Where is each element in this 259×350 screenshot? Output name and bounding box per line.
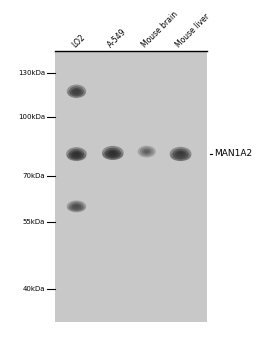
Ellipse shape [144, 150, 149, 153]
Ellipse shape [103, 150, 123, 160]
Text: MAN1A2: MAN1A2 [214, 149, 253, 159]
Ellipse shape [69, 149, 84, 159]
Ellipse shape [110, 151, 116, 155]
Ellipse shape [67, 89, 85, 97]
Text: 130kDa: 130kDa [18, 70, 45, 76]
Ellipse shape [69, 153, 84, 160]
Ellipse shape [74, 205, 79, 208]
Ellipse shape [69, 202, 84, 211]
Ellipse shape [66, 147, 87, 161]
Text: 55kDa: 55kDa [23, 219, 45, 225]
Ellipse shape [70, 205, 83, 211]
Ellipse shape [70, 90, 83, 96]
Ellipse shape [67, 205, 85, 211]
Ellipse shape [72, 203, 81, 209]
Ellipse shape [170, 152, 191, 161]
Ellipse shape [107, 149, 118, 156]
Ellipse shape [67, 85, 86, 98]
Ellipse shape [110, 154, 116, 156]
Ellipse shape [177, 155, 184, 158]
Ellipse shape [172, 149, 189, 159]
Text: A-549: A-549 [106, 27, 129, 49]
Text: 70kDa: 70kDa [22, 173, 45, 179]
Ellipse shape [142, 149, 151, 155]
Ellipse shape [175, 154, 186, 159]
Ellipse shape [108, 153, 118, 158]
Ellipse shape [72, 206, 81, 210]
Ellipse shape [69, 86, 84, 96]
Text: Mouse liver: Mouse liver [174, 12, 212, 49]
Ellipse shape [67, 201, 86, 212]
Ellipse shape [72, 154, 81, 159]
Ellipse shape [74, 155, 79, 158]
Ellipse shape [170, 147, 191, 161]
Bar [55, 51, 207, 322]
Ellipse shape [74, 89, 79, 93]
Text: Mouse brain: Mouse brain [140, 9, 180, 49]
Ellipse shape [72, 88, 81, 95]
Ellipse shape [102, 146, 124, 160]
Text: 100kDa: 100kDa [18, 114, 45, 120]
Ellipse shape [67, 152, 86, 161]
Ellipse shape [73, 152, 80, 156]
Ellipse shape [175, 150, 186, 158]
Ellipse shape [177, 152, 184, 156]
Ellipse shape [74, 92, 79, 94]
Ellipse shape [105, 152, 120, 159]
Ellipse shape [71, 150, 82, 158]
Ellipse shape [74, 207, 79, 209]
Ellipse shape [173, 153, 188, 160]
Ellipse shape [140, 147, 154, 156]
Text: 40kDa: 40kDa [23, 286, 45, 292]
Ellipse shape [138, 146, 156, 158]
Ellipse shape [105, 148, 121, 158]
Text: LO2: LO2 [70, 32, 87, 49]
Ellipse shape [72, 91, 81, 95]
